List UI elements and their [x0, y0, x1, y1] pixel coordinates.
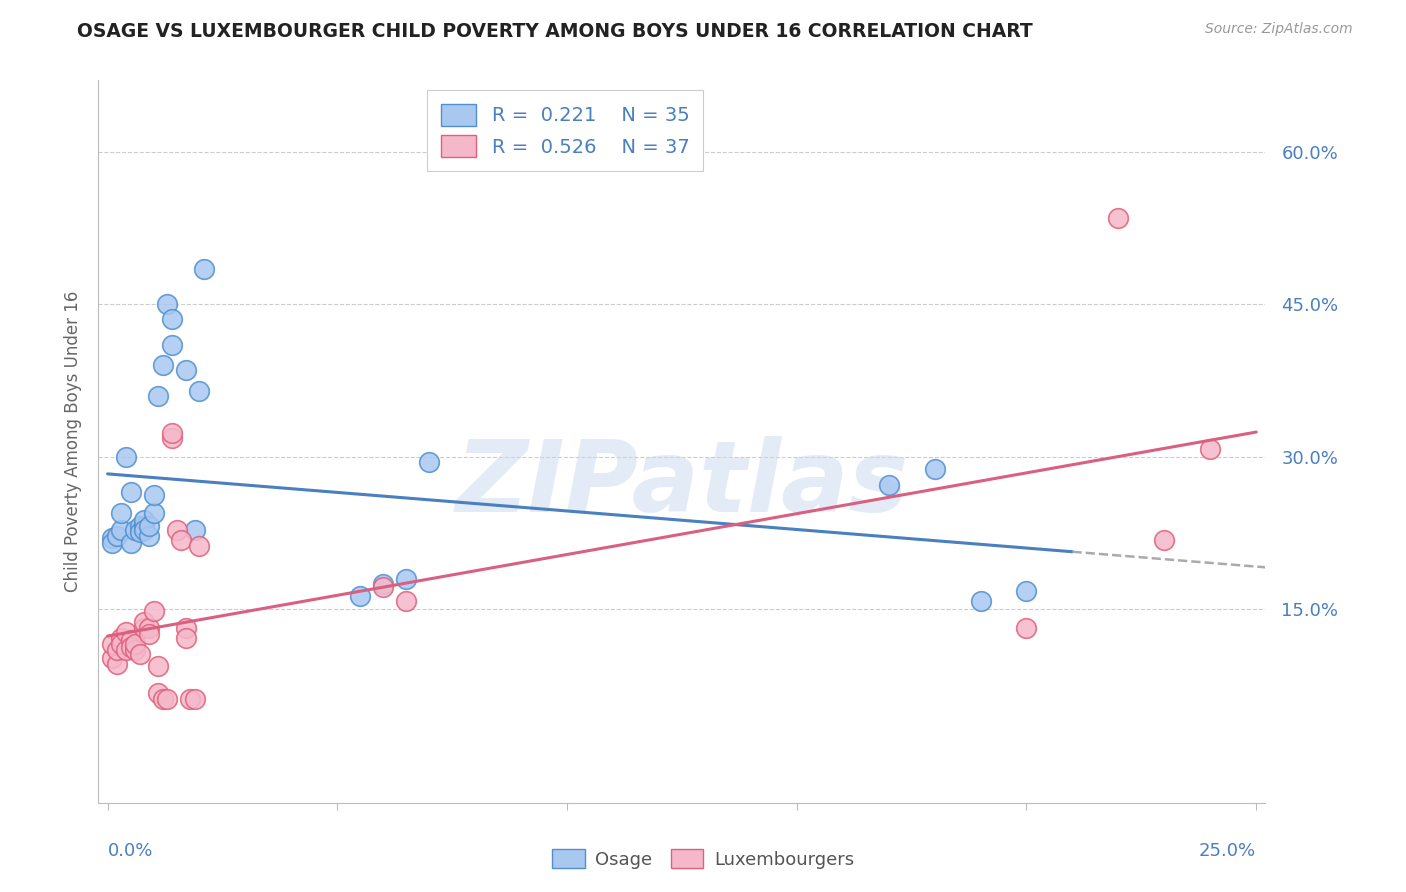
Point	[128, 647, 150, 661]
Point	[969, 594, 991, 608]
Point	[142, 488, 165, 502]
Point	[179, 692, 201, 706]
Point	[142, 506, 165, 520]
Point	[1199, 442, 1222, 456]
Point	[188, 540, 211, 554]
Point	[418, 455, 440, 469]
Point	[184, 692, 207, 706]
Point	[105, 657, 128, 672]
Point	[124, 523, 146, 537]
Point	[134, 621, 156, 635]
Point	[188, 384, 211, 398]
Text: ZIPatlas: ZIPatlas	[456, 436, 908, 533]
Text: Source: ZipAtlas.com: Source: ZipAtlas.com	[1205, 22, 1353, 37]
Point	[1015, 584, 1038, 599]
Point	[146, 686, 169, 700]
Point	[124, 637, 146, 651]
Point	[128, 519, 150, 533]
Point	[120, 632, 142, 647]
Point	[128, 525, 150, 540]
Legend: Osage, Luxembourgers: Osage, Luxembourgers	[544, 841, 862, 876]
Text: OSAGE VS LUXEMBOURGER CHILD POVERTY AMONG BOYS UNDER 16 CORRELATION CHART: OSAGE VS LUXEMBOURGER CHILD POVERTY AMON…	[77, 22, 1033, 41]
Point	[134, 523, 156, 537]
Legend: R =  0.221    N = 35, R =  0.526    N = 37: R = 0.221 N = 35, R = 0.526 N = 37	[427, 90, 703, 171]
Y-axis label: Child Poverty Among Boys Under 16: Child Poverty Among Boys Under 16	[63, 291, 82, 592]
Point	[395, 572, 418, 586]
Point	[120, 640, 142, 654]
Point	[101, 651, 124, 665]
Point	[138, 519, 160, 533]
Point	[160, 432, 183, 446]
Point	[134, 513, 156, 527]
Point	[1107, 211, 1129, 225]
Point	[160, 338, 183, 352]
Text: 0.0%: 0.0%	[108, 842, 153, 860]
Point	[373, 577, 395, 591]
Point	[184, 523, 207, 537]
Point	[174, 621, 197, 635]
Point	[134, 615, 156, 629]
Point	[115, 450, 138, 464]
Point	[110, 637, 132, 651]
Point	[166, 523, 188, 537]
Point	[193, 261, 215, 276]
Point	[124, 643, 146, 657]
Point	[174, 631, 197, 645]
Point	[877, 478, 900, 492]
Point	[1153, 533, 1175, 548]
Point	[156, 297, 179, 311]
Point	[120, 536, 142, 550]
Point	[110, 631, 132, 645]
Point	[105, 643, 128, 657]
Point	[924, 462, 946, 476]
Point	[395, 594, 418, 608]
Point	[349, 589, 371, 603]
Point	[142, 605, 165, 619]
Point	[110, 523, 132, 537]
Point	[115, 643, 138, 657]
Point	[160, 312, 183, 326]
Point	[110, 506, 132, 520]
Point	[146, 389, 169, 403]
Point	[115, 624, 138, 639]
Point	[120, 485, 142, 500]
Point	[138, 621, 160, 635]
Point	[134, 519, 156, 533]
Point	[174, 363, 197, 377]
Point	[101, 536, 124, 550]
Point	[170, 533, 193, 548]
Point	[101, 637, 124, 651]
Point	[138, 529, 160, 543]
Point	[373, 580, 395, 594]
Point	[146, 659, 169, 673]
Point	[160, 426, 183, 441]
Point	[152, 692, 174, 706]
Point	[105, 529, 128, 543]
Point	[101, 531, 124, 545]
Point	[156, 692, 179, 706]
Text: 25.0%: 25.0%	[1199, 842, 1256, 860]
Point	[1015, 621, 1038, 635]
Point	[138, 627, 160, 641]
Point	[152, 358, 174, 372]
